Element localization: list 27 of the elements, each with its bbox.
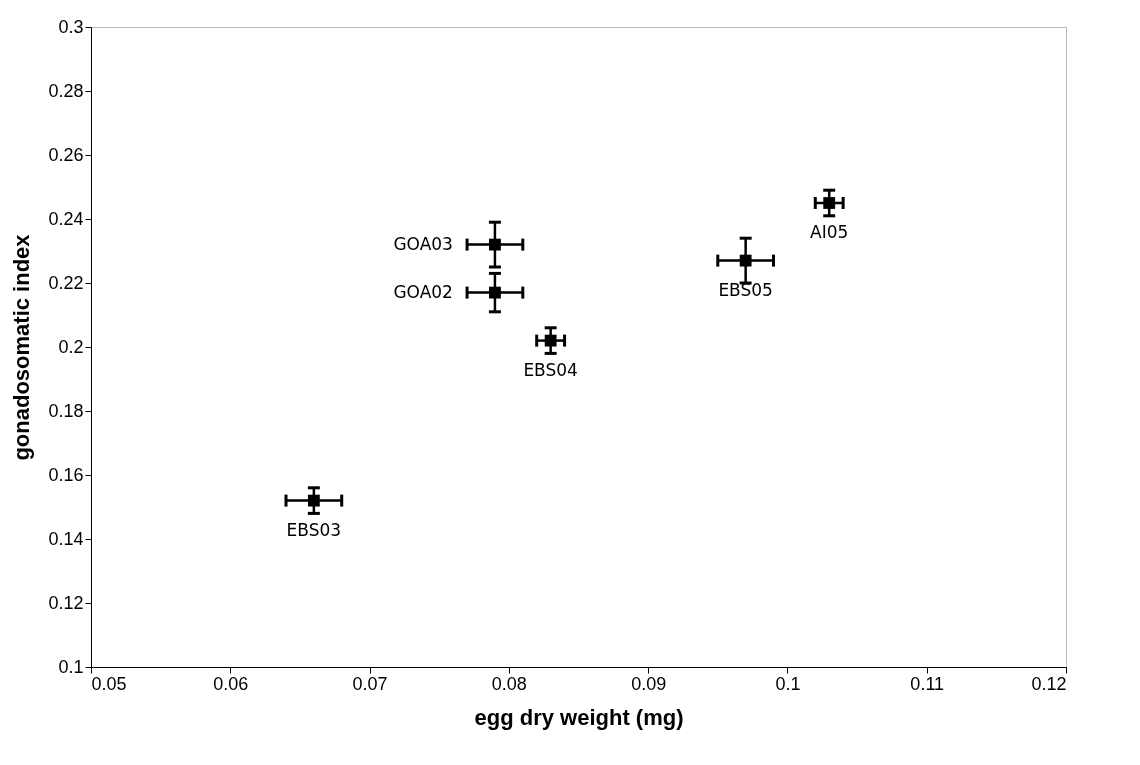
y-tick-label: 0.24	[48, 208, 84, 229]
annotation: GOA02	[393, 281, 453, 302]
x-tick-label: 0.07	[352, 673, 388, 694]
annotation: EBS05	[718, 279, 773, 300]
x-tick-label: 0.12	[1031, 673, 1067, 694]
y-tick-label: 0.16	[48, 464, 84, 485]
x-tick-label: 0.06	[213, 673, 249, 694]
y-axis-title: gonadosomatic index	[9, 233, 35, 461]
x-tick-label: 0.09	[631, 673, 667, 694]
y-tick-label: 0.22	[48, 272, 84, 293]
y-tick-label: 0.2	[58, 336, 84, 357]
y-tick-label: 0.14	[48, 528, 84, 549]
x-tick-label: 0.08	[491, 673, 527, 694]
y-tick-label: 0.26	[48, 144, 84, 165]
annotation: GOA03	[393, 233, 453, 254]
x-tick-label: 0.11	[910, 673, 945, 694]
x-tick-label: 0.1	[775, 673, 801, 694]
annotation: AI05	[810, 222, 849, 242]
x-tick-label: 0.05	[91, 673, 127, 694]
annotation: EBS04	[523, 359, 578, 380]
annotation: EBS03	[286, 519, 342, 540]
y-tick-label: 0.12	[48, 592, 84, 613]
y-tick-label: 0.3	[58, 16, 84, 37]
x-axis-title: egg dry weight (mg)	[474, 704, 684, 730]
y-tick-label: 0.1	[58, 656, 84, 677]
y-tick-label: 0.28	[48, 80, 84, 101]
y-tick-label: 0.18	[48, 400, 84, 421]
